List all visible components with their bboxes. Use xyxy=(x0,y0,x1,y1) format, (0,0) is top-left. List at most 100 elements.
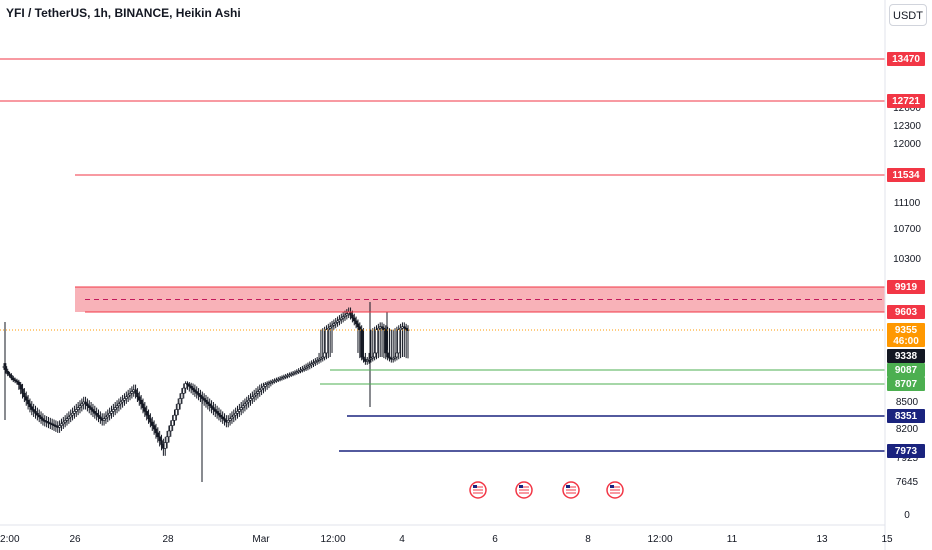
candle-body xyxy=(343,314,347,317)
candle-body xyxy=(150,421,154,426)
candle-body xyxy=(110,411,113,414)
candle-body xyxy=(323,352,326,358)
candle-body xyxy=(50,423,54,426)
candle-body xyxy=(34,411,37,414)
price-tick-label: 11100 xyxy=(894,198,921,209)
candle-body xyxy=(24,396,28,401)
level-label-11534: 11534 xyxy=(892,170,920,181)
candle-body xyxy=(302,367,306,370)
chart-title: YFI / TetherUS, 1h, BINANCE, Heikin Ashi xyxy=(6,6,241,20)
candle-body xyxy=(11,377,15,381)
candle-body xyxy=(356,323,360,328)
candle-body xyxy=(30,406,34,410)
price-tick-label: 12600 xyxy=(893,103,921,114)
candle-body xyxy=(399,327,402,330)
candle-body xyxy=(149,418,152,423)
candle-body xyxy=(319,357,323,360)
price-tick-label: 7925 xyxy=(896,453,919,464)
candle-body xyxy=(204,399,208,403)
candle-body xyxy=(234,412,237,416)
candle-body xyxy=(308,364,312,367)
candle-body xyxy=(26,399,30,405)
candle-body xyxy=(32,409,35,412)
currency-button[interactable]: USDT xyxy=(889,4,927,26)
candle-body xyxy=(245,401,249,405)
candle-body xyxy=(373,352,376,358)
candle-body xyxy=(317,358,321,361)
level-label-8707: 8707 xyxy=(895,379,918,390)
time-tick-label: 12:00 xyxy=(647,534,672,545)
candle-body xyxy=(191,387,195,391)
candle-body xyxy=(386,352,389,358)
candle-body xyxy=(160,440,163,445)
candle-body xyxy=(15,380,19,383)
candle-body xyxy=(212,407,215,410)
current-price-label-countdown: 46:00 xyxy=(893,336,919,347)
candle-body xyxy=(115,405,119,408)
candle-body xyxy=(349,311,352,316)
candle-body xyxy=(52,424,56,426)
candle-body xyxy=(351,314,354,319)
candle-body xyxy=(13,379,17,382)
candle-body xyxy=(371,356,375,359)
candle-body xyxy=(336,320,339,323)
candle-body xyxy=(113,407,117,410)
candle-body xyxy=(130,391,134,394)
candle-body xyxy=(232,414,236,418)
candle-body xyxy=(262,386,265,389)
candle-body xyxy=(180,393,184,399)
time-tick-label: 12:00 xyxy=(0,534,20,545)
candle-body xyxy=(328,326,332,329)
candle-body xyxy=(8,373,11,376)
candle-body xyxy=(145,411,148,416)
candle-body xyxy=(73,411,76,414)
time-tick-label: 26 xyxy=(69,534,81,545)
candle-body xyxy=(189,386,193,389)
candle-body xyxy=(210,405,213,408)
candle-body xyxy=(178,398,182,405)
time-tick-label: 12:00 xyxy=(320,534,345,545)
candle-body xyxy=(258,389,262,392)
candle-body xyxy=(23,393,26,398)
candle-body xyxy=(402,326,406,329)
candle-body xyxy=(108,412,111,416)
candle-body xyxy=(49,422,52,425)
candle-body xyxy=(141,403,145,408)
candle-body xyxy=(106,414,110,418)
candle-body xyxy=(193,389,197,392)
us-flag-canton xyxy=(519,485,523,488)
candle-body xyxy=(28,403,32,407)
candle-body xyxy=(163,442,167,449)
level-label-12721-bg xyxy=(887,94,925,108)
candle-body xyxy=(195,391,199,394)
candle-body xyxy=(362,356,365,360)
level-label-12721: 12721 xyxy=(892,96,920,107)
candle-body xyxy=(86,403,89,407)
current-price-label: 9355 xyxy=(895,325,918,336)
candle-body xyxy=(365,360,369,362)
price-tick-label: 10300 xyxy=(893,254,921,265)
last-close-label-bg xyxy=(887,349,925,363)
candle-body xyxy=(251,396,254,399)
candle-body xyxy=(230,416,234,419)
candle-body xyxy=(104,416,108,419)
candle-body xyxy=(325,329,328,354)
candle-body xyxy=(19,384,22,390)
level-label-9603-bg xyxy=(887,305,925,319)
level-label-11534-bg xyxy=(887,168,925,182)
candle-body xyxy=(354,320,358,325)
candle-body xyxy=(154,428,158,434)
price-tick-label: 0 xyxy=(904,510,910,521)
time-tick-label: 4 xyxy=(399,534,405,545)
candle-body xyxy=(119,401,123,405)
candle-body xyxy=(91,409,95,412)
candle-body xyxy=(339,317,343,320)
candle-body xyxy=(228,418,232,421)
candle-body xyxy=(260,387,263,391)
level-label-7973: 7973 xyxy=(895,446,918,457)
candle-body xyxy=(171,420,174,426)
candle-body xyxy=(158,436,161,441)
candle-body xyxy=(310,363,313,366)
candle-body xyxy=(208,403,212,407)
